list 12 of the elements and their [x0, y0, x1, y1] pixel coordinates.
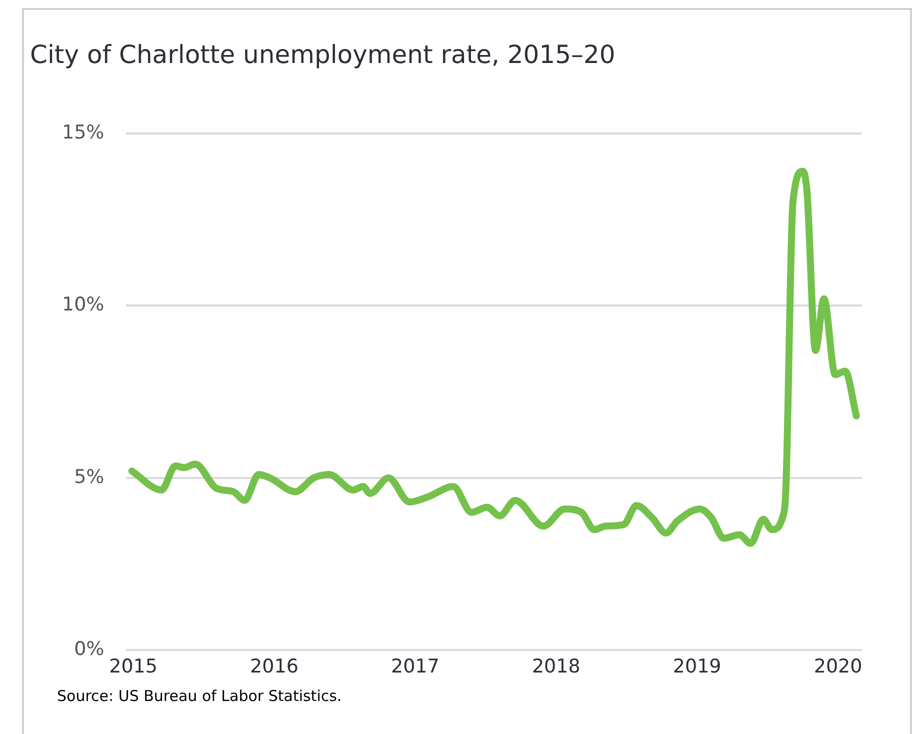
x-tick-label: 2015 — [109, 656, 158, 678]
y-tick-label: 15% — [62, 121, 104, 144]
x-tick-label: 2017 — [391, 656, 440, 678]
y-tick-label: 5% — [74, 466, 104, 488]
y-tick-label: 10% — [62, 294, 104, 316]
chart-title: City of Charlotte unemployment rate, 2015–20 — [30, 40, 616, 69]
x-tick-label: 2019 — [672, 656, 722, 678]
source-note: Source: US Bureau of Labor Statistics. — [57, 687, 342, 705]
y-tick-label: 0% — [74, 638, 104, 660]
x-tick-label: 2016 — [250, 656, 298, 678]
x-tick-label: 2018 — [532, 656, 580, 678]
x-tick-label: 2020 — [814, 656, 862, 678]
